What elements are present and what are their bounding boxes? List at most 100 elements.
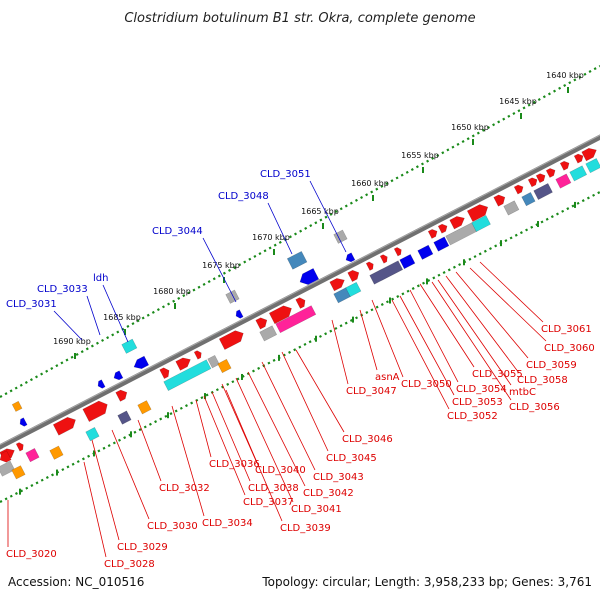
gene-label: CLD_3042 — [303, 488, 354, 499]
feature-block — [0, 460, 16, 477]
feature-block — [163, 359, 212, 391]
forward-gene — [545, 168, 556, 178]
scale-label: 1670 kbp — [252, 233, 290, 242]
leader-line — [399, 295, 455, 396]
scale-label: 1665 kbp — [301, 207, 339, 216]
gene-label: CLD_3052 — [447, 411, 498, 422]
gene-label: CLD_3058 — [517, 375, 568, 386]
small-feature — [85, 427, 100, 442]
scale-label: 1660 kbp — [351, 179, 389, 188]
label-leaders — [7, 180, 547, 558]
gene-label: CLD_3047 — [346, 386, 397, 397]
leader-line — [267, 202, 293, 255]
upper-feature — [121, 338, 138, 354]
map-title: Clostridium botulinum B1 str. Okra, comp… — [124, 11, 475, 26]
gene-label: CLD_3034 — [202, 518, 253, 529]
forward-gene — [82, 400, 108, 423]
leader-line — [261, 361, 316, 471]
feature-track — [0, 148, 600, 480]
forward-gene — [329, 278, 345, 292]
reverse-strand-gene — [97, 379, 106, 389]
forward-gene — [193, 350, 202, 360]
gene-label: CLD_3060 — [544, 343, 595, 354]
leader-line — [359, 309, 378, 371]
forward-gene — [52, 416, 76, 436]
leader-line — [235, 377, 294, 503]
gene-label: CLD_3055 — [472, 369, 523, 380]
gene-label: CLD_3039 — [280, 523, 331, 534]
small-feature — [49, 445, 64, 460]
feature-block — [433, 236, 450, 252]
forward-gene — [449, 216, 465, 230]
gene-label: CLD_3059 — [526, 360, 577, 371]
forward-gene — [535, 173, 546, 184]
genome-backbone — [0, 134, 600, 450]
upper-feature — [333, 229, 348, 244]
forward-gene — [466, 204, 489, 222]
leader-line — [309, 180, 347, 253]
scale-dotted-line — [0, 65, 600, 398]
leader-line — [195, 399, 212, 458]
accession-text: Accession: NC_010516 — [8, 575, 144, 589]
gene-label: ldh — [93, 273, 108, 284]
feature-block — [521, 192, 536, 207]
upper-feature — [225, 289, 240, 304]
reverse-strand-gene — [299, 268, 320, 285]
leader-line — [437, 279, 512, 386]
forward-gene — [527, 177, 538, 188]
gene-label: CLD_3030 — [147, 521, 198, 532]
gene-label: CLD_3043 — [313, 472, 364, 483]
leader-line — [83, 461, 107, 558]
leader-line — [469, 267, 547, 342]
gene-label: CLD_3061 — [541, 324, 592, 335]
forward-gene — [15, 442, 24, 452]
feature-block — [259, 325, 278, 342]
gene-label: CLD_3045 — [326, 453, 377, 464]
genome-backbone-highlight — [0, 134, 600, 446]
feature-block — [471, 215, 491, 232]
leader-line — [171, 405, 205, 517]
gene-label: CLD_3056 — [509, 402, 560, 413]
feature-block — [417, 244, 434, 260]
reverse-strand-gene — [113, 370, 124, 381]
small-feature — [217, 358, 232, 374]
upper-feature — [11, 400, 23, 412]
leader-line — [391, 299, 450, 410]
gene-label: CLD_3036 — [209, 459, 260, 470]
leader-line — [445, 275, 520, 374]
small-feature — [137, 400, 152, 415]
leader-line — [281, 351, 329, 452]
leader-line — [419, 283, 475, 368]
gene-label: mtbC — [509, 387, 536, 398]
forward-gene — [581, 148, 597, 162]
leader-line — [479, 261, 544, 323]
feature-block — [569, 165, 588, 182]
gene-label: CLD_3028 — [104, 559, 155, 570]
feature-block — [533, 183, 553, 200]
topology-text: Topology: circular; Length: 3,958,233 bp… — [261, 575, 592, 589]
forward-gene — [159, 367, 170, 380]
scale-label: 1685 kbp — [103, 313, 141, 322]
forward-gene — [393, 247, 402, 257]
gene-label: CLD_3040 — [255, 465, 306, 476]
small-feature — [117, 410, 132, 425]
upper-feature — [286, 250, 308, 270]
gene-label: CLD_3050 — [401, 379, 452, 390]
gene-label: asnA — [375, 372, 400, 383]
forward-gene — [347, 269, 360, 282]
scale-label: 1655 kbp — [401, 151, 439, 160]
scale-label: 1645 kbp — [499, 97, 537, 106]
forward-gene — [559, 160, 570, 171]
scale-ruler: 1640 kbp 1645 kbp 1650 kbp 1655 kbp 1660 kbp… — [0, 65, 600, 398]
feature-block — [345, 281, 362, 298]
forward-gene — [175, 357, 191, 371]
feature-block — [399, 254, 416, 270]
gene-label: CLD_3037 — [243, 497, 294, 508]
leader-line — [225, 389, 283, 522]
gene-label: CLD_3048 — [218, 191, 269, 202]
gene-label: CLD_3044 — [152, 226, 203, 237]
forward-gene — [115, 389, 128, 402]
leader-line — [331, 319, 349, 385]
